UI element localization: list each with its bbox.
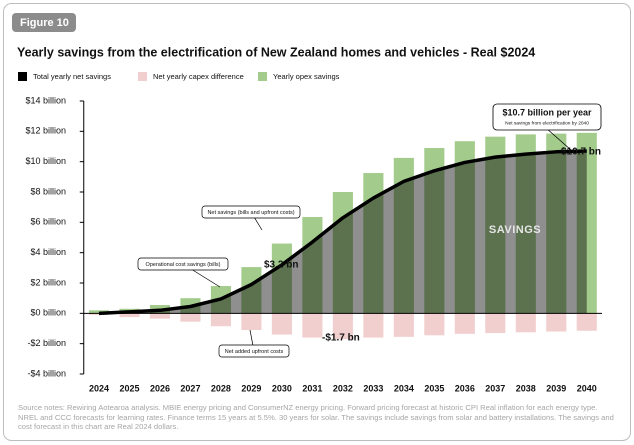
y-tick-label: $10 billion <box>25 156 66 166</box>
headline-box <box>492 103 602 131</box>
bar <box>546 313 567 332</box>
x-tick-label: 2038 <box>516 383 536 393</box>
x-tick-label: 2035 <box>424 383 444 393</box>
legend-swatch <box>18 72 27 81</box>
callout-box <box>218 344 290 358</box>
x-tick-label: 2034 <box>394 383 414 393</box>
leader-line <box>545 127 572 151</box>
legend-label: Net yearly capex difference <box>153 72 244 81</box>
y-tick-label: $14 billion <box>25 95 66 105</box>
legend-swatch <box>258 72 267 81</box>
y-tick-label: $8 billion <box>30 186 66 196</box>
bar <box>454 313 475 334</box>
bar <box>149 313 171 319</box>
bar <box>241 313 262 331</box>
y-tick-label: $12 billion <box>25 126 66 136</box>
x-tick-label: 2024 <box>89 383 109 393</box>
y-tick-label: $0 billion <box>30 308 66 318</box>
y-tick-label: -$2 billion <box>27 338 66 348</box>
bar <box>363 313 384 338</box>
callout-text: Net added upfront costs <box>225 349 284 355</box>
bar <box>424 148 445 314</box>
bar <box>393 157 414 314</box>
legend-label: Yearly opex savings <box>273 72 340 81</box>
source-notes: Source notes: Rewiring Aotearoa analysis… <box>18 403 614 431</box>
x-tick-label: 2040 <box>577 383 597 393</box>
x-tick-label: 2025 <box>119 383 139 393</box>
bar <box>180 313 201 322</box>
bar <box>88 313 110 315</box>
y-tick-label: -$4 billion <box>27 368 66 378</box>
callout-text: Operational cost savings (bills) <box>146 262 221 268</box>
legend-swatch <box>138 72 147 81</box>
bar <box>241 267 262 314</box>
legend-label: Total yearly net savings <box>33 72 111 81</box>
bar <box>515 134 536 314</box>
x-tick-label: 2027 <box>180 383 200 393</box>
bar <box>393 313 414 337</box>
bar <box>302 313 323 338</box>
x-tick-label: 2039 <box>546 383 566 393</box>
x-tick-label: 2031 <box>302 383 322 393</box>
x-tick-label: 2030 <box>272 383 292 393</box>
bar <box>332 313 353 340</box>
bar <box>119 313 140 318</box>
bar <box>576 132 597 314</box>
y-tick-label: $2 billion <box>30 277 66 287</box>
bar <box>332 192 353 314</box>
bar <box>210 313 231 327</box>
x-tick-label: 2029 <box>241 383 261 393</box>
bar <box>546 133 567 314</box>
bar <box>576 313 597 331</box>
net-savings-line <box>98 149 587 316</box>
annotation: -$1.7 bn <box>322 333 360 344</box>
annotation: $3.2 bn <box>264 260 298 271</box>
callout-box <box>201 205 301 219</box>
callout-text: Net savings (bills and upfront costs) <box>207 210 294 216</box>
bar <box>424 313 445 336</box>
bar <box>271 243 292 314</box>
annotation: $10.7 bn <box>561 147 601 158</box>
figure-badge <box>12 13 76 32</box>
bar <box>454 141 475 314</box>
callout-box <box>137 257 229 271</box>
x-tick-label: 2037 <box>485 383 505 393</box>
bar <box>271 313 292 335</box>
x-tick-label: 2036 <box>455 383 475 393</box>
headline-subtitle: Net savings from electrification by 2040 <box>505 120 589 126</box>
annotation: SAVINGS <box>489 224 541 236</box>
headline-title: $10.7 billion per year <box>502 107 592 117</box>
x-tick-label: 2033 <box>363 383 383 393</box>
y-tick-label: $4 billion <box>30 247 66 257</box>
bar <box>515 313 536 333</box>
x-tick-label: 2028 <box>211 383 231 393</box>
bar <box>302 217 323 314</box>
bar <box>485 313 506 334</box>
chart-title: Yearly savings from the electrification … <box>17 45 535 59</box>
x-tick-label: 2032 <box>333 383 353 393</box>
bar <box>363 173 384 314</box>
figure-label: Figure 10 <box>20 17 69 29</box>
y-tick-label: $6 billion <box>30 217 66 227</box>
bar <box>485 136 506 314</box>
x-tick-label: 2026 <box>150 383 170 393</box>
